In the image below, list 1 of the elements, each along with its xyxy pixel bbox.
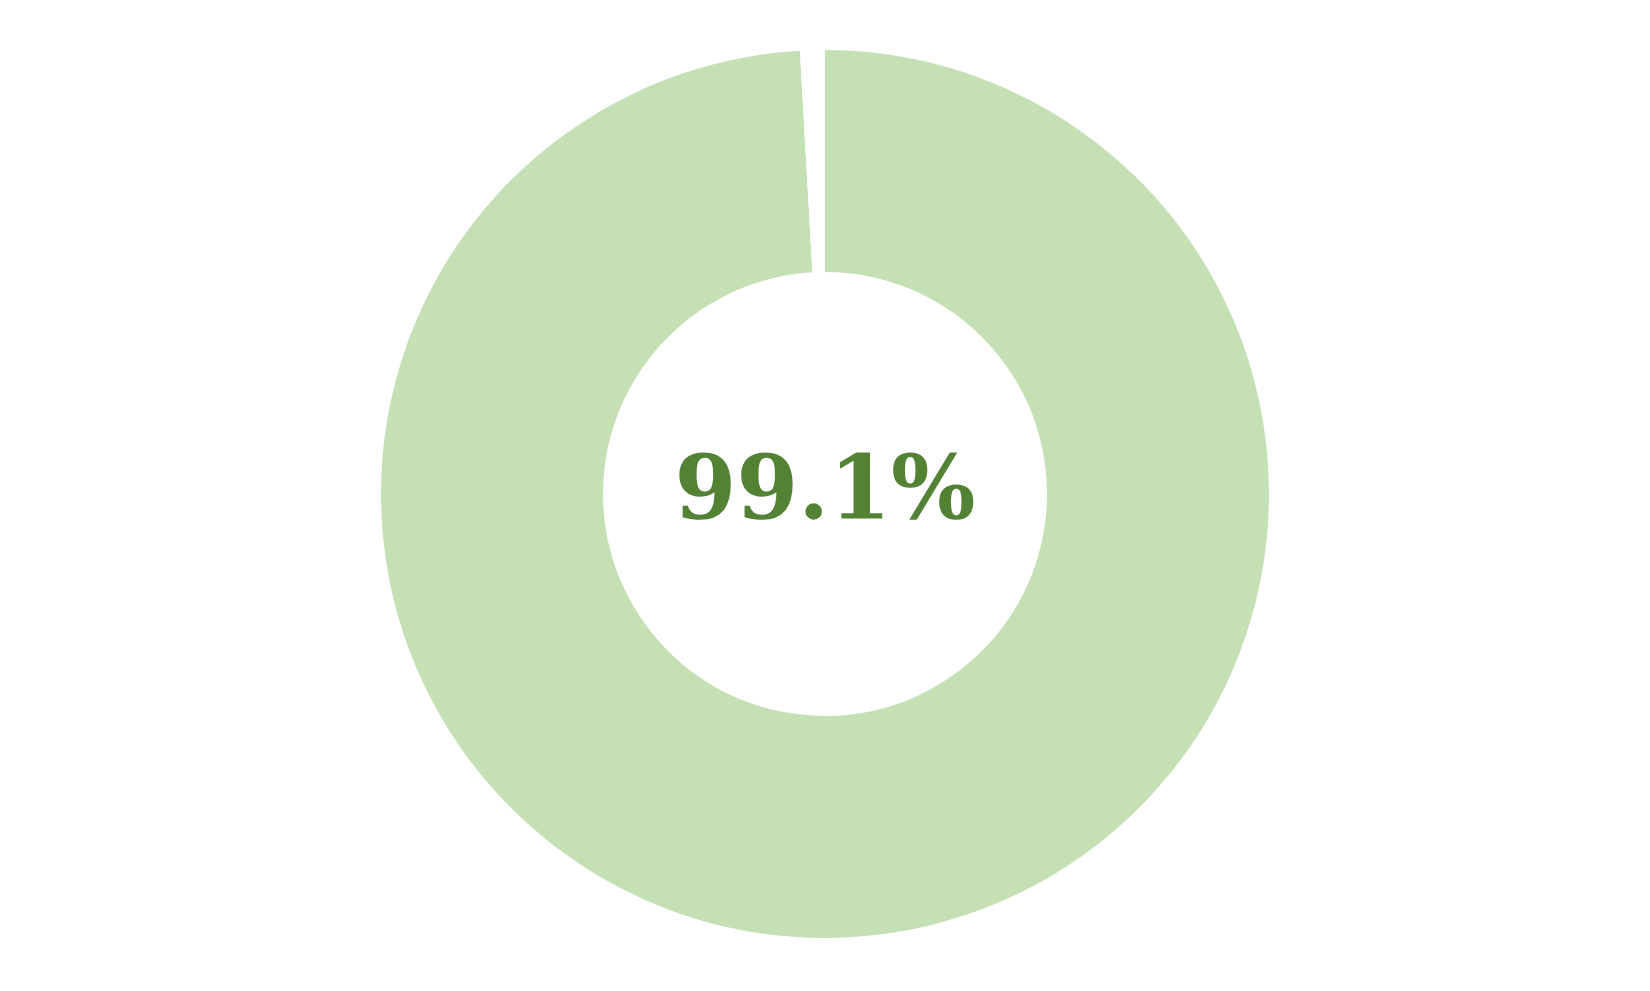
text: 99.1% <box>679 452 974 520</box>
